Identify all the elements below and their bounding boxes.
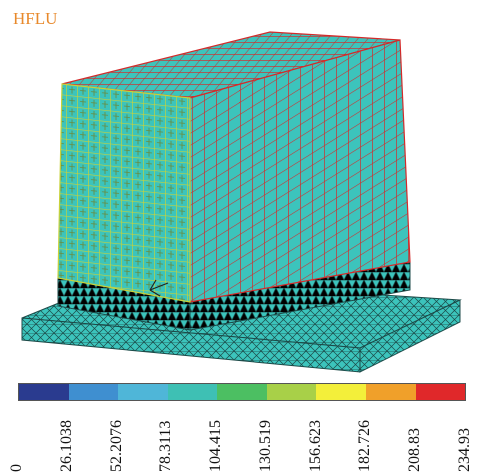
legend-tick-label: 78.3113 bbox=[157, 420, 175, 472]
legend-tick-label: 52.2076 bbox=[107, 420, 125, 472]
legend-swatch bbox=[167, 384, 218, 400]
block-front-face bbox=[57, 83, 191, 303]
fe-mesh-model[interactable] bbox=[0, 0, 485, 375]
legend-swatch bbox=[266, 384, 317, 400]
legend-tick-label: 130.519 bbox=[256, 420, 274, 472]
legend-swatch bbox=[118, 384, 168, 400]
legend-swatch bbox=[316, 384, 366, 400]
legend-swatch bbox=[68, 384, 119, 400]
legend-tick-label: 182.726 bbox=[356, 420, 374, 472]
legend-tick-label: 0 bbox=[8, 464, 25, 472]
axis-triad-icon bbox=[149, 279, 169, 297]
legend-tick-label: 156.623 bbox=[306, 420, 324, 472]
legend-tick-label: 26.1038 bbox=[57, 420, 75, 472]
legend-swatch bbox=[19, 384, 69, 400]
result-type-label: HFLU bbox=[13, 9, 58, 28]
color-legend-bar bbox=[18, 383, 466, 401]
legend-swatch bbox=[415, 384, 466, 400]
legend-tick-label: 208.83 bbox=[406, 428, 424, 472]
legend-tick-label: 104.415 bbox=[207, 420, 225, 472]
legend-swatch bbox=[217, 384, 267, 400]
legend-tick-label: 234.93 bbox=[456, 428, 473, 472]
legend-swatch bbox=[365, 384, 416, 400]
